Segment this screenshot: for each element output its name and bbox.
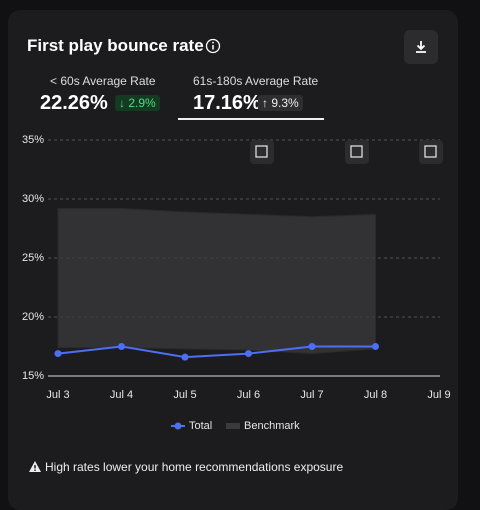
y-tick-label: 35% <box>22 134 44 146</box>
warning-icon <box>29 461 41 472</box>
stat-label: 61s-180s Average Rate <box>193 74 319 88</box>
legend-label: Total <box>189 420 212 432</box>
y-tick-label: 30% <box>22 193 44 205</box>
y-tick-label: 20% <box>22 311 44 323</box>
download-icon <box>416 41 426 53</box>
warning-text: High rates lower your home recommendatio… <box>45 460 344 474</box>
legend-swatch <box>226 423 240 429</box>
stat-label: < 60s Average Rate <box>50 74 156 88</box>
stat-change: ↑ 9.3% <box>258 95 303 111</box>
total-point <box>245 350 252 358</box>
stat-value: 22.26% <box>40 92 108 114</box>
image-icons <box>250 140 443 164</box>
total-line <box>57 345 376 359</box>
x-tick-label: Jul 8 <box>364 389 387 401</box>
legend-label: Benchmark <box>244 420 300 432</box>
info-icon <box>205 38 221 54</box>
plot: 15% 20% 25% 30% 35% Jul 3 Jul 4 Jul 5 Jul 6 Jul 7… <box>22 134 451 432</box>
x-tick-label: Jul 6 <box>237 389 260 401</box>
x-tick-label: Jul 9 <box>427 389 450 401</box>
y-tick-label: 15% <box>22 370 44 382</box>
total-point <box>181 353 189 361</box>
total-point <box>308 343 316 350</box>
total-point <box>118 343 125 350</box>
title: First play bounce rate <box>27 36 204 55</box>
download-button[interactable] <box>404 30 438 64</box>
x-tick-label: Jul 5 <box>173 389 196 401</box>
total-point <box>372 343 379 350</box>
legend-swatch <box>174 422 182 430</box>
y-tick-label: 25% <box>22 252 44 264</box>
x-tick-label: Jul 7 <box>300 389 323 401</box>
stat-change: ↓ 2.9% <box>115 95 160 111</box>
total-point <box>54 350 62 358</box>
stat-value: 17.16% <box>193 92 261 114</box>
selected-underline <box>178 118 324 120</box>
x-tick-label: Jul 3 <box>46 389 69 401</box>
x-tick-label: Jul 4 <box>110 389 133 401</box>
benchmark-band <box>57 207 376 355</box>
